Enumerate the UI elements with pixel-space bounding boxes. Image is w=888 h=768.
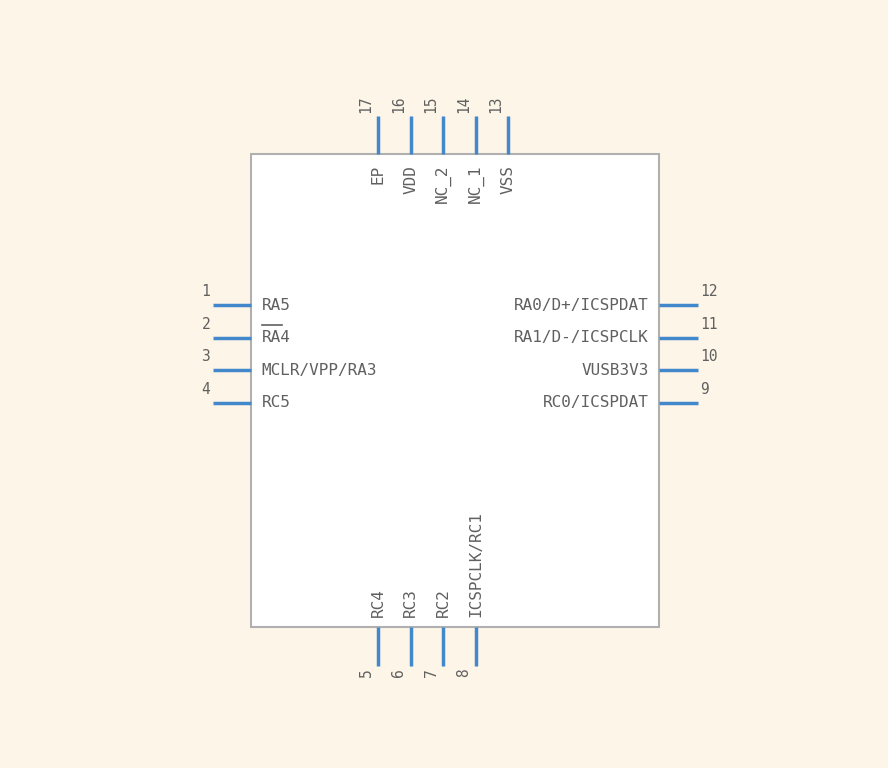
Text: 12: 12	[700, 284, 718, 299]
Text: 17: 17	[359, 96, 374, 114]
Text: VDD: VDD	[403, 165, 418, 194]
Text: EP: EP	[370, 165, 385, 184]
Text: 6: 6	[391, 668, 406, 677]
Text: 4: 4	[202, 382, 210, 397]
Text: RA5: RA5	[262, 297, 290, 313]
Text: NC_1: NC_1	[468, 165, 484, 204]
Text: 2: 2	[202, 316, 210, 332]
Text: RC5: RC5	[262, 395, 290, 410]
Text: 11: 11	[700, 316, 718, 332]
Text: RA4: RA4	[262, 330, 290, 345]
Text: 9: 9	[700, 382, 709, 397]
Text: RC0/ICSPDAT: RC0/ICSPDAT	[543, 395, 648, 410]
Text: 7: 7	[424, 668, 439, 677]
Text: RC2: RC2	[436, 588, 451, 617]
Text: 13: 13	[488, 96, 503, 114]
Text: NC_2: NC_2	[435, 165, 451, 204]
Text: RA0/D+/ICSPDAT: RA0/D+/ICSPDAT	[514, 297, 648, 313]
Text: MCLR/VPP/RA3: MCLR/VPP/RA3	[262, 362, 377, 378]
Text: 14: 14	[456, 96, 471, 114]
Text: ICSPCLK/RC1: ICSPCLK/RC1	[468, 511, 483, 617]
Bar	[251, 154, 659, 627]
Text: 3: 3	[202, 349, 210, 364]
Text: RA1/D-/ICSPCLK: RA1/D-/ICSPCLK	[514, 330, 648, 345]
Text: 10: 10	[700, 349, 718, 364]
Text: 15: 15	[424, 96, 439, 114]
Text: VSS: VSS	[501, 165, 516, 194]
Text: 8: 8	[456, 668, 471, 677]
Text: RC4: RC4	[370, 588, 385, 617]
Text: 16: 16	[391, 96, 406, 114]
Text: VUSB3V3: VUSB3V3	[581, 362, 648, 378]
Text: 1: 1	[202, 284, 210, 299]
Text: RC3: RC3	[403, 588, 418, 617]
Text: 5: 5	[359, 668, 374, 677]
